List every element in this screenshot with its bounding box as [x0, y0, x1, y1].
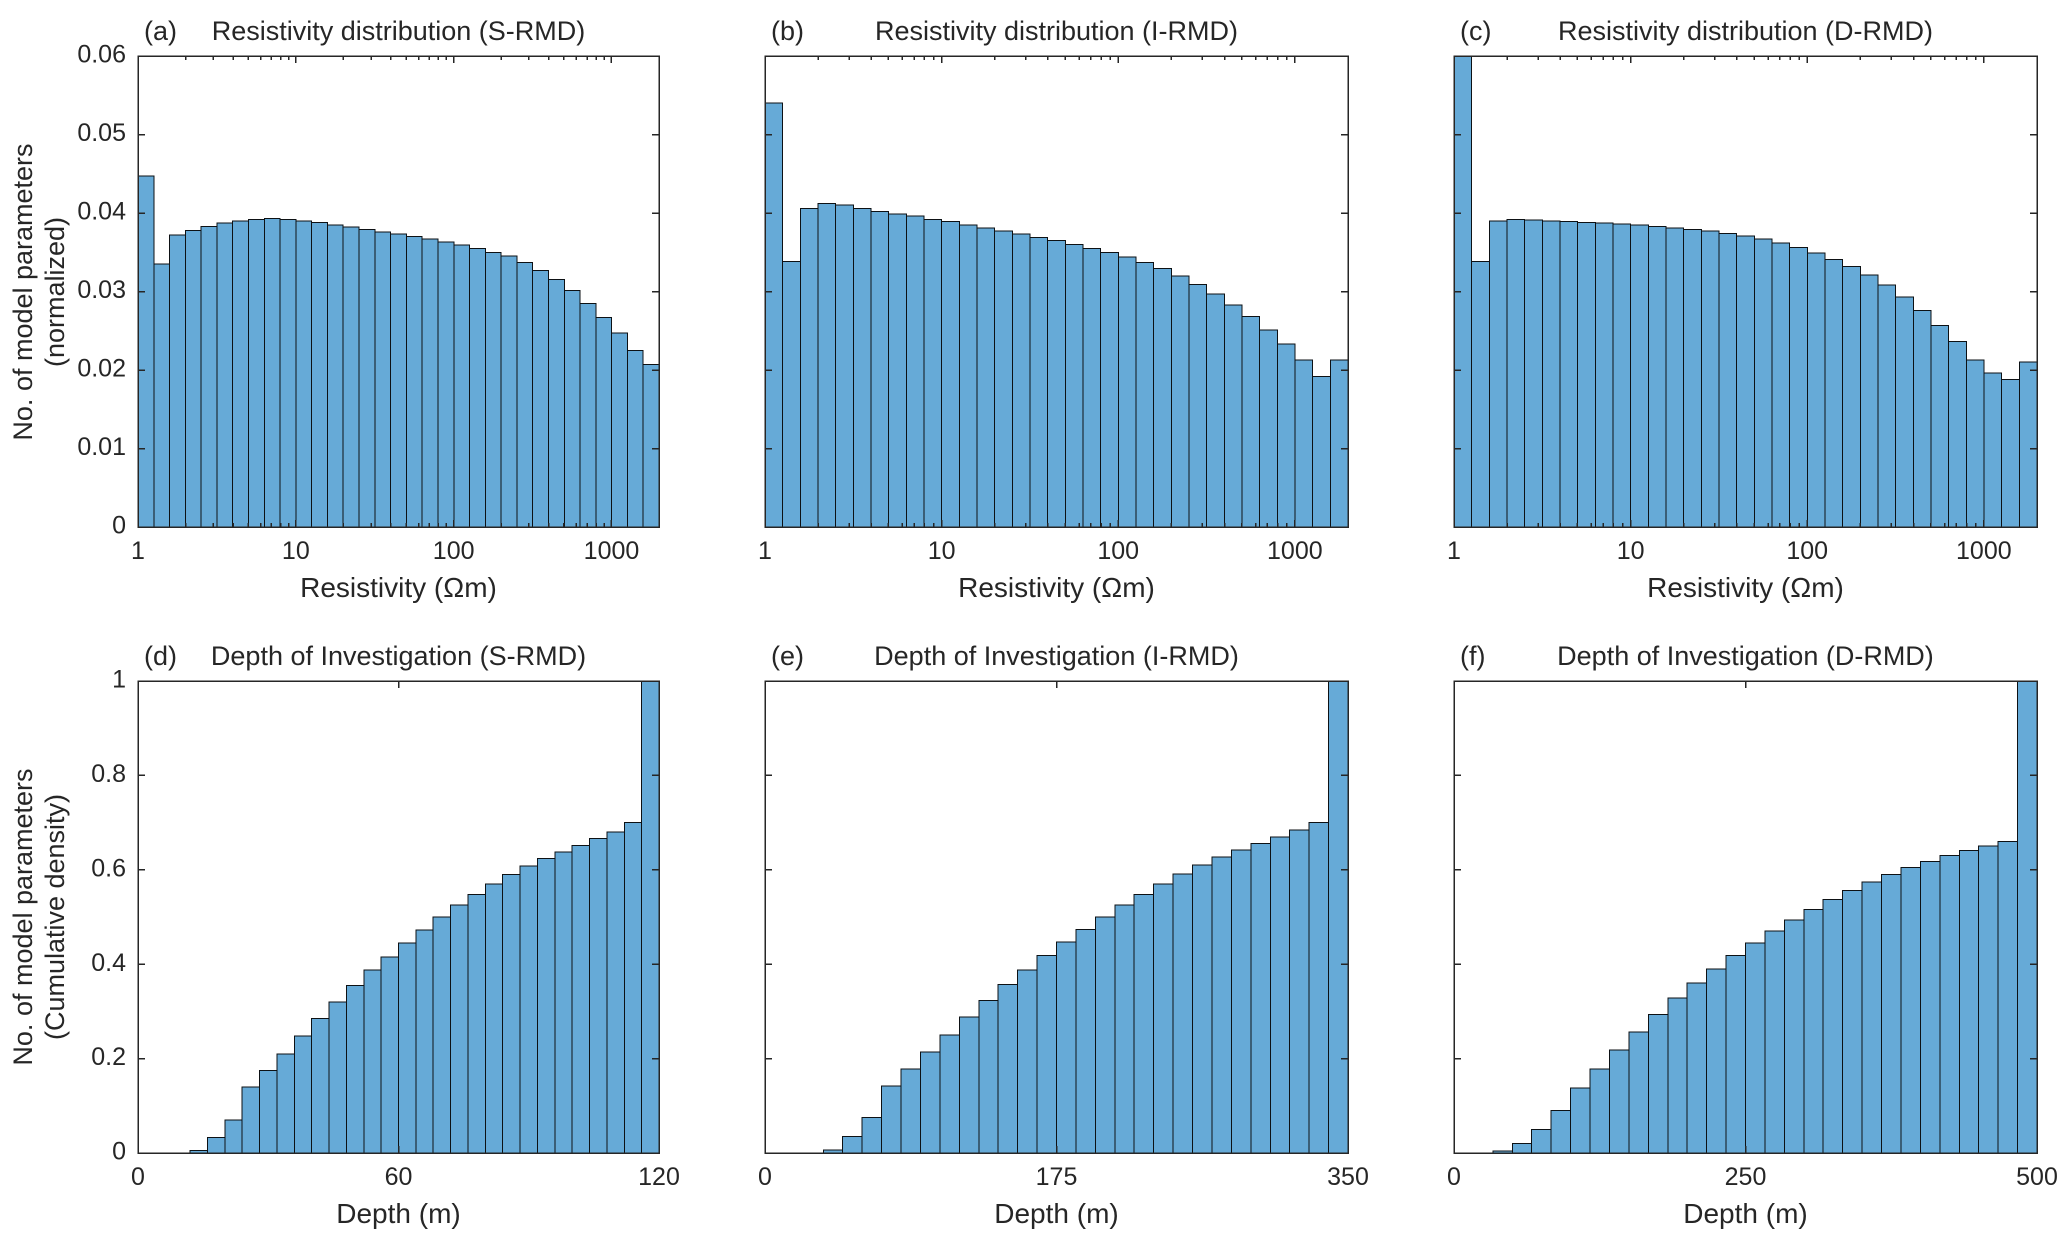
svg-text:0.02: 0.02: [77, 355, 126, 383]
chart-title-b: Resistivity distribution (I-RMD): [874, 16, 1239, 46]
svg-text:500: 500: [2016, 1163, 2058, 1191]
svg-text:0: 0: [131, 1163, 145, 1191]
svg-text:1: 1: [131, 537, 145, 565]
svg-text:1: 1: [112, 666, 126, 694]
panel-e: 0 175 350 (e) Depth of Investigation (I-RM…: [689, 625, 1378, 1251]
histogram-canvas-f: 0 250 500: [1447, 680, 2058, 1191]
svg-text:0: 0: [758, 1163, 772, 1191]
svg-text:1: 1: [758, 537, 772, 565]
svg-text:250: 250: [1725, 1163, 1767, 1191]
histogram-canvas-d: 0 60 120 0 0.2 0.4 0.6 0.8 1: [91, 666, 680, 1191]
svg-text:100: 100: [1786, 537, 1828, 565]
histogram-canvas-e: 0 175 350: [758, 680, 1369, 1191]
y-axis-label-d: No. of model parameters (Cumulative dens…: [7, 637, 73, 1197]
svg-text:0.2: 0.2: [91, 1043, 126, 1071]
svg-text:10: 10: [1617, 537, 1645, 565]
svg-text:0.04: 0.04: [77, 198, 126, 226]
svg-text:0: 0: [1447, 1163, 1461, 1191]
svg-text:0.4: 0.4: [91, 949, 126, 977]
chart-title-a: Resistivity distribution (S-RMD): [211, 16, 586, 46]
svg-text:100: 100: [433, 537, 475, 565]
x-axis-label-c: Resistivity (Ωm): [1647, 572, 1844, 603]
panel-d: 0 60 120 0 0.2 0.4 0.6 0.8 1 (d) Depth of Invest…: [0, 625, 689, 1251]
panel-b: 1 10 100 1000 (b) Resistivity distribution …: [689, 0, 1378, 625]
histogram-canvas-a: 1 10 100 1000 0 0.01 0.02 0.03 0.04 0.05 0.06: [77, 41, 660, 565]
panel-a: 1 10 100 1000 0 0.01 0.02 0.03 0.04 0.05 0.06 (a) …: [0, 0, 689, 625]
svg-text:175: 175: [1036, 1163, 1078, 1191]
chart-title-f: Depth of Investigation (D-RMD): [1557, 641, 1934, 671]
panel-label-d: (d): [144, 641, 177, 671]
svg-text:1000: 1000: [584, 537, 640, 565]
svg-text:0.05: 0.05: [77, 119, 126, 147]
svg-text:0.8: 0.8: [91, 760, 126, 788]
histogram-canvas-c: 1 10 100 1000: [1447, 55, 2038, 565]
y-axis-label-a: No. of model parameters (normalized): [7, 12, 73, 572]
svg-text:0.06: 0.06: [77, 41, 126, 69]
x-axis-label-d: Depth (m): [336, 1198, 461, 1229]
svg-text:1000: 1000: [1267, 537, 1323, 565]
panel-c: 1 10 100 1000 (c) Resistivity distribution …: [1378, 0, 2067, 625]
svg-text:350: 350: [1327, 1163, 1369, 1191]
svg-text:1: 1: [1447, 537, 1461, 565]
panel-label-a: (a): [144, 16, 177, 46]
x-axis-label-f: Depth (m): [1683, 1198, 1808, 1229]
svg-text:0: 0: [112, 1138, 126, 1166]
svg-text:0.03: 0.03: [77, 276, 126, 304]
svg-text:60: 60: [385, 1163, 413, 1191]
y-axis-label-line2: (Cumulative density): [40, 793, 70, 1041]
x-axis-label-b: Resistivity (Ωm): [958, 572, 1155, 603]
chart-title-e: Depth of Investigation (I-RMD): [874, 641, 1239, 671]
chart-title-c: Resistivity distribution (D-RMD): [1557, 16, 1934, 46]
x-axis-label-e: Depth (m): [994, 1198, 1119, 1229]
svg-text:120: 120: [638, 1163, 680, 1191]
y-axis-label-line1: No. of model parameters: [8, 142, 38, 441]
svg-text:10: 10: [928, 537, 956, 565]
svg-text:0: 0: [112, 512, 126, 540]
y-axis-label-line2: (normalized): [40, 216, 70, 367]
histogram-canvas-b: 1 10 100 1000: [758, 55, 1349, 565]
chart-title-d: Depth of Investigation (S-RMD): [210, 641, 587, 671]
x-axis-label-a: Resistivity (Ωm): [300, 572, 497, 603]
y-axis-label-line1: No. of model parameters: [8, 768, 38, 1066]
svg-text:1000: 1000: [1956, 537, 2012, 565]
panel-f: 0 250 500 (f) Depth of Investigation (D-RM…: [1378, 625, 2067, 1251]
svg-text:0.01: 0.01: [77, 433, 126, 461]
svg-text:0.6: 0.6: [91, 854, 126, 882]
panel-label-e: (e): [771, 641, 804, 671]
svg-text:100: 100: [1097, 537, 1139, 565]
svg-text:10: 10: [282, 537, 310, 565]
panel-label-b: (b): [771, 16, 804, 46]
panel-label-f: (f): [1460, 641, 1486, 671]
panel-label-c: (c): [1460, 16, 1492, 46]
